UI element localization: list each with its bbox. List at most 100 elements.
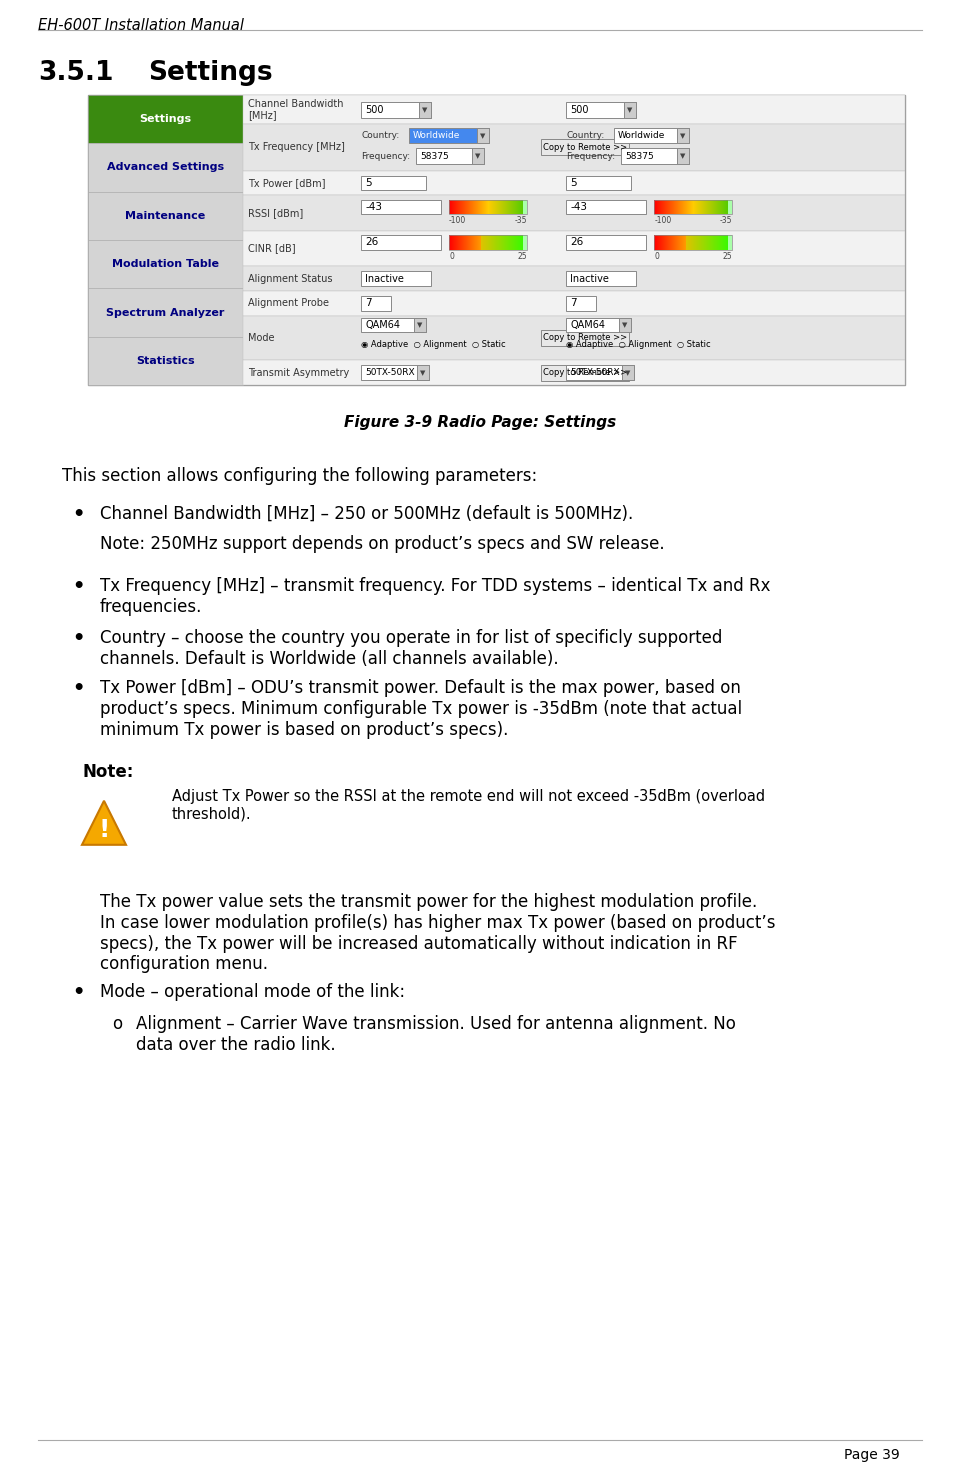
- FancyBboxPatch shape: [494, 199, 495, 214]
- FancyBboxPatch shape: [685, 199, 686, 214]
- FancyBboxPatch shape: [519, 199, 520, 214]
- FancyBboxPatch shape: [474, 199, 475, 214]
- FancyBboxPatch shape: [243, 171, 905, 195]
- FancyBboxPatch shape: [519, 236, 520, 250]
- Text: Maintenance: Maintenance: [126, 211, 205, 221]
- FancyBboxPatch shape: [723, 199, 724, 214]
- FancyBboxPatch shape: [619, 318, 631, 332]
- FancyBboxPatch shape: [680, 199, 682, 214]
- FancyBboxPatch shape: [517, 236, 518, 250]
- FancyBboxPatch shape: [460, 199, 461, 214]
- FancyBboxPatch shape: [470, 236, 471, 250]
- FancyBboxPatch shape: [670, 199, 671, 214]
- FancyBboxPatch shape: [515, 236, 516, 250]
- FancyBboxPatch shape: [462, 199, 463, 214]
- FancyBboxPatch shape: [475, 236, 476, 250]
- FancyBboxPatch shape: [488, 199, 489, 214]
- FancyBboxPatch shape: [456, 199, 457, 214]
- Text: 58375: 58375: [625, 151, 654, 161]
- FancyBboxPatch shape: [541, 139, 629, 155]
- Text: This section allows configuring the following parameters:: This section allows configuring the foll…: [62, 467, 538, 485]
- FancyBboxPatch shape: [486, 199, 487, 214]
- FancyBboxPatch shape: [522, 236, 523, 250]
- FancyBboxPatch shape: [660, 236, 661, 250]
- FancyBboxPatch shape: [473, 236, 474, 250]
- FancyBboxPatch shape: [474, 236, 475, 250]
- FancyBboxPatch shape: [493, 199, 494, 214]
- FancyBboxPatch shape: [475, 199, 476, 214]
- FancyBboxPatch shape: [667, 236, 668, 250]
- FancyBboxPatch shape: [453, 199, 454, 214]
- FancyBboxPatch shape: [700, 199, 701, 214]
- Polygon shape: [82, 801, 126, 845]
- FancyBboxPatch shape: [654, 199, 656, 214]
- FancyBboxPatch shape: [523, 199, 524, 214]
- FancyBboxPatch shape: [719, 236, 720, 250]
- FancyBboxPatch shape: [699, 199, 700, 214]
- Text: -43: -43: [570, 202, 588, 212]
- FancyBboxPatch shape: [470, 199, 471, 214]
- Text: Settings: Settings: [139, 114, 192, 124]
- FancyBboxPatch shape: [690, 199, 691, 214]
- FancyBboxPatch shape: [508, 199, 509, 214]
- FancyBboxPatch shape: [484, 199, 485, 214]
- FancyBboxPatch shape: [703, 236, 705, 250]
- FancyBboxPatch shape: [698, 199, 699, 214]
- Text: Figure 3-9 Radio Page: Settings: Figure 3-9 Radio Page: Settings: [344, 414, 616, 430]
- FancyBboxPatch shape: [243, 95, 905, 124]
- FancyBboxPatch shape: [659, 199, 660, 214]
- Text: Page 39: Page 39: [844, 1448, 900, 1463]
- FancyBboxPatch shape: [690, 236, 691, 250]
- Text: Tx Frequency [MHz] – transmit frequency. For TDD systems – identical Tx and Rx
f: Tx Frequency [MHz] – transmit frequency.…: [100, 577, 771, 616]
- FancyBboxPatch shape: [692, 199, 693, 214]
- FancyBboxPatch shape: [505, 199, 506, 214]
- Text: Alignment Status: Alignment Status: [248, 274, 332, 284]
- FancyBboxPatch shape: [480, 199, 481, 214]
- FancyBboxPatch shape: [454, 199, 455, 214]
- FancyBboxPatch shape: [509, 236, 510, 250]
- Text: 3.5.1: 3.5.1: [38, 60, 113, 86]
- FancyBboxPatch shape: [465, 236, 467, 250]
- FancyBboxPatch shape: [718, 236, 719, 250]
- FancyBboxPatch shape: [691, 236, 692, 250]
- Text: Tx Power [dBm]: Tx Power [dBm]: [248, 179, 325, 187]
- FancyBboxPatch shape: [695, 236, 696, 250]
- Text: ▼: ▼: [622, 322, 628, 328]
- FancyBboxPatch shape: [701, 236, 703, 250]
- FancyBboxPatch shape: [723, 236, 724, 250]
- FancyBboxPatch shape: [509, 199, 510, 214]
- FancyBboxPatch shape: [661, 236, 662, 250]
- FancyBboxPatch shape: [243, 291, 905, 316]
- FancyBboxPatch shape: [419, 101, 431, 117]
- FancyBboxPatch shape: [706, 199, 707, 214]
- Text: Transmit Asymmetry: Transmit Asymmetry: [248, 367, 349, 378]
- FancyBboxPatch shape: [461, 236, 462, 250]
- FancyBboxPatch shape: [452, 236, 453, 250]
- FancyBboxPatch shape: [728, 199, 730, 214]
- FancyBboxPatch shape: [491, 199, 492, 214]
- FancyBboxPatch shape: [487, 236, 488, 250]
- FancyBboxPatch shape: [688, 199, 689, 214]
- FancyBboxPatch shape: [714, 199, 715, 214]
- Text: 500: 500: [365, 104, 383, 114]
- FancyBboxPatch shape: [665, 236, 666, 250]
- FancyBboxPatch shape: [484, 236, 485, 250]
- FancyBboxPatch shape: [725, 236, 726, 250]
- Text: •: •: [72, 982, 84, 1001]
- FancyBboxPatch shape: [457, 199, 458, 214]
- Text: Mode – operational mode of the link:: Mode – operational mode of the link:: [100, 982, 405, 1001]
- Text: 58375: 58375: [420, 151, 448, 161]
- FancyBboxPatch shape: [464, 236, 465, 250]
- FancyBboxPatch shape: [712, 236, 713, 250]
- FancyBboxPatch shape: [523, 236, 527, 250]
- FancyBboxPatch shape: [566, 199, 646, 214]
- FancyBboxPatch shape: [460, 236, 461, 250]
- Text: Mode: Mode: [248, 332, 275, 343]
- FancyBboxPatch shape: [471, 236, 472, 250]
- FancyBboxPatch shape: [520, 199, 521, 214]
- FancyBboxPatch shape: [720, 199, 721, 214]
- Text: 0: 0: [449, 252, 454, 261]
- FancyBboxPatch shape: [675, 236, 676, 250]
- FancyBboxPatch shape: [525, 236, 526, 250]
- FancyBboxPatch shape: [513, 199, 515, 214]
